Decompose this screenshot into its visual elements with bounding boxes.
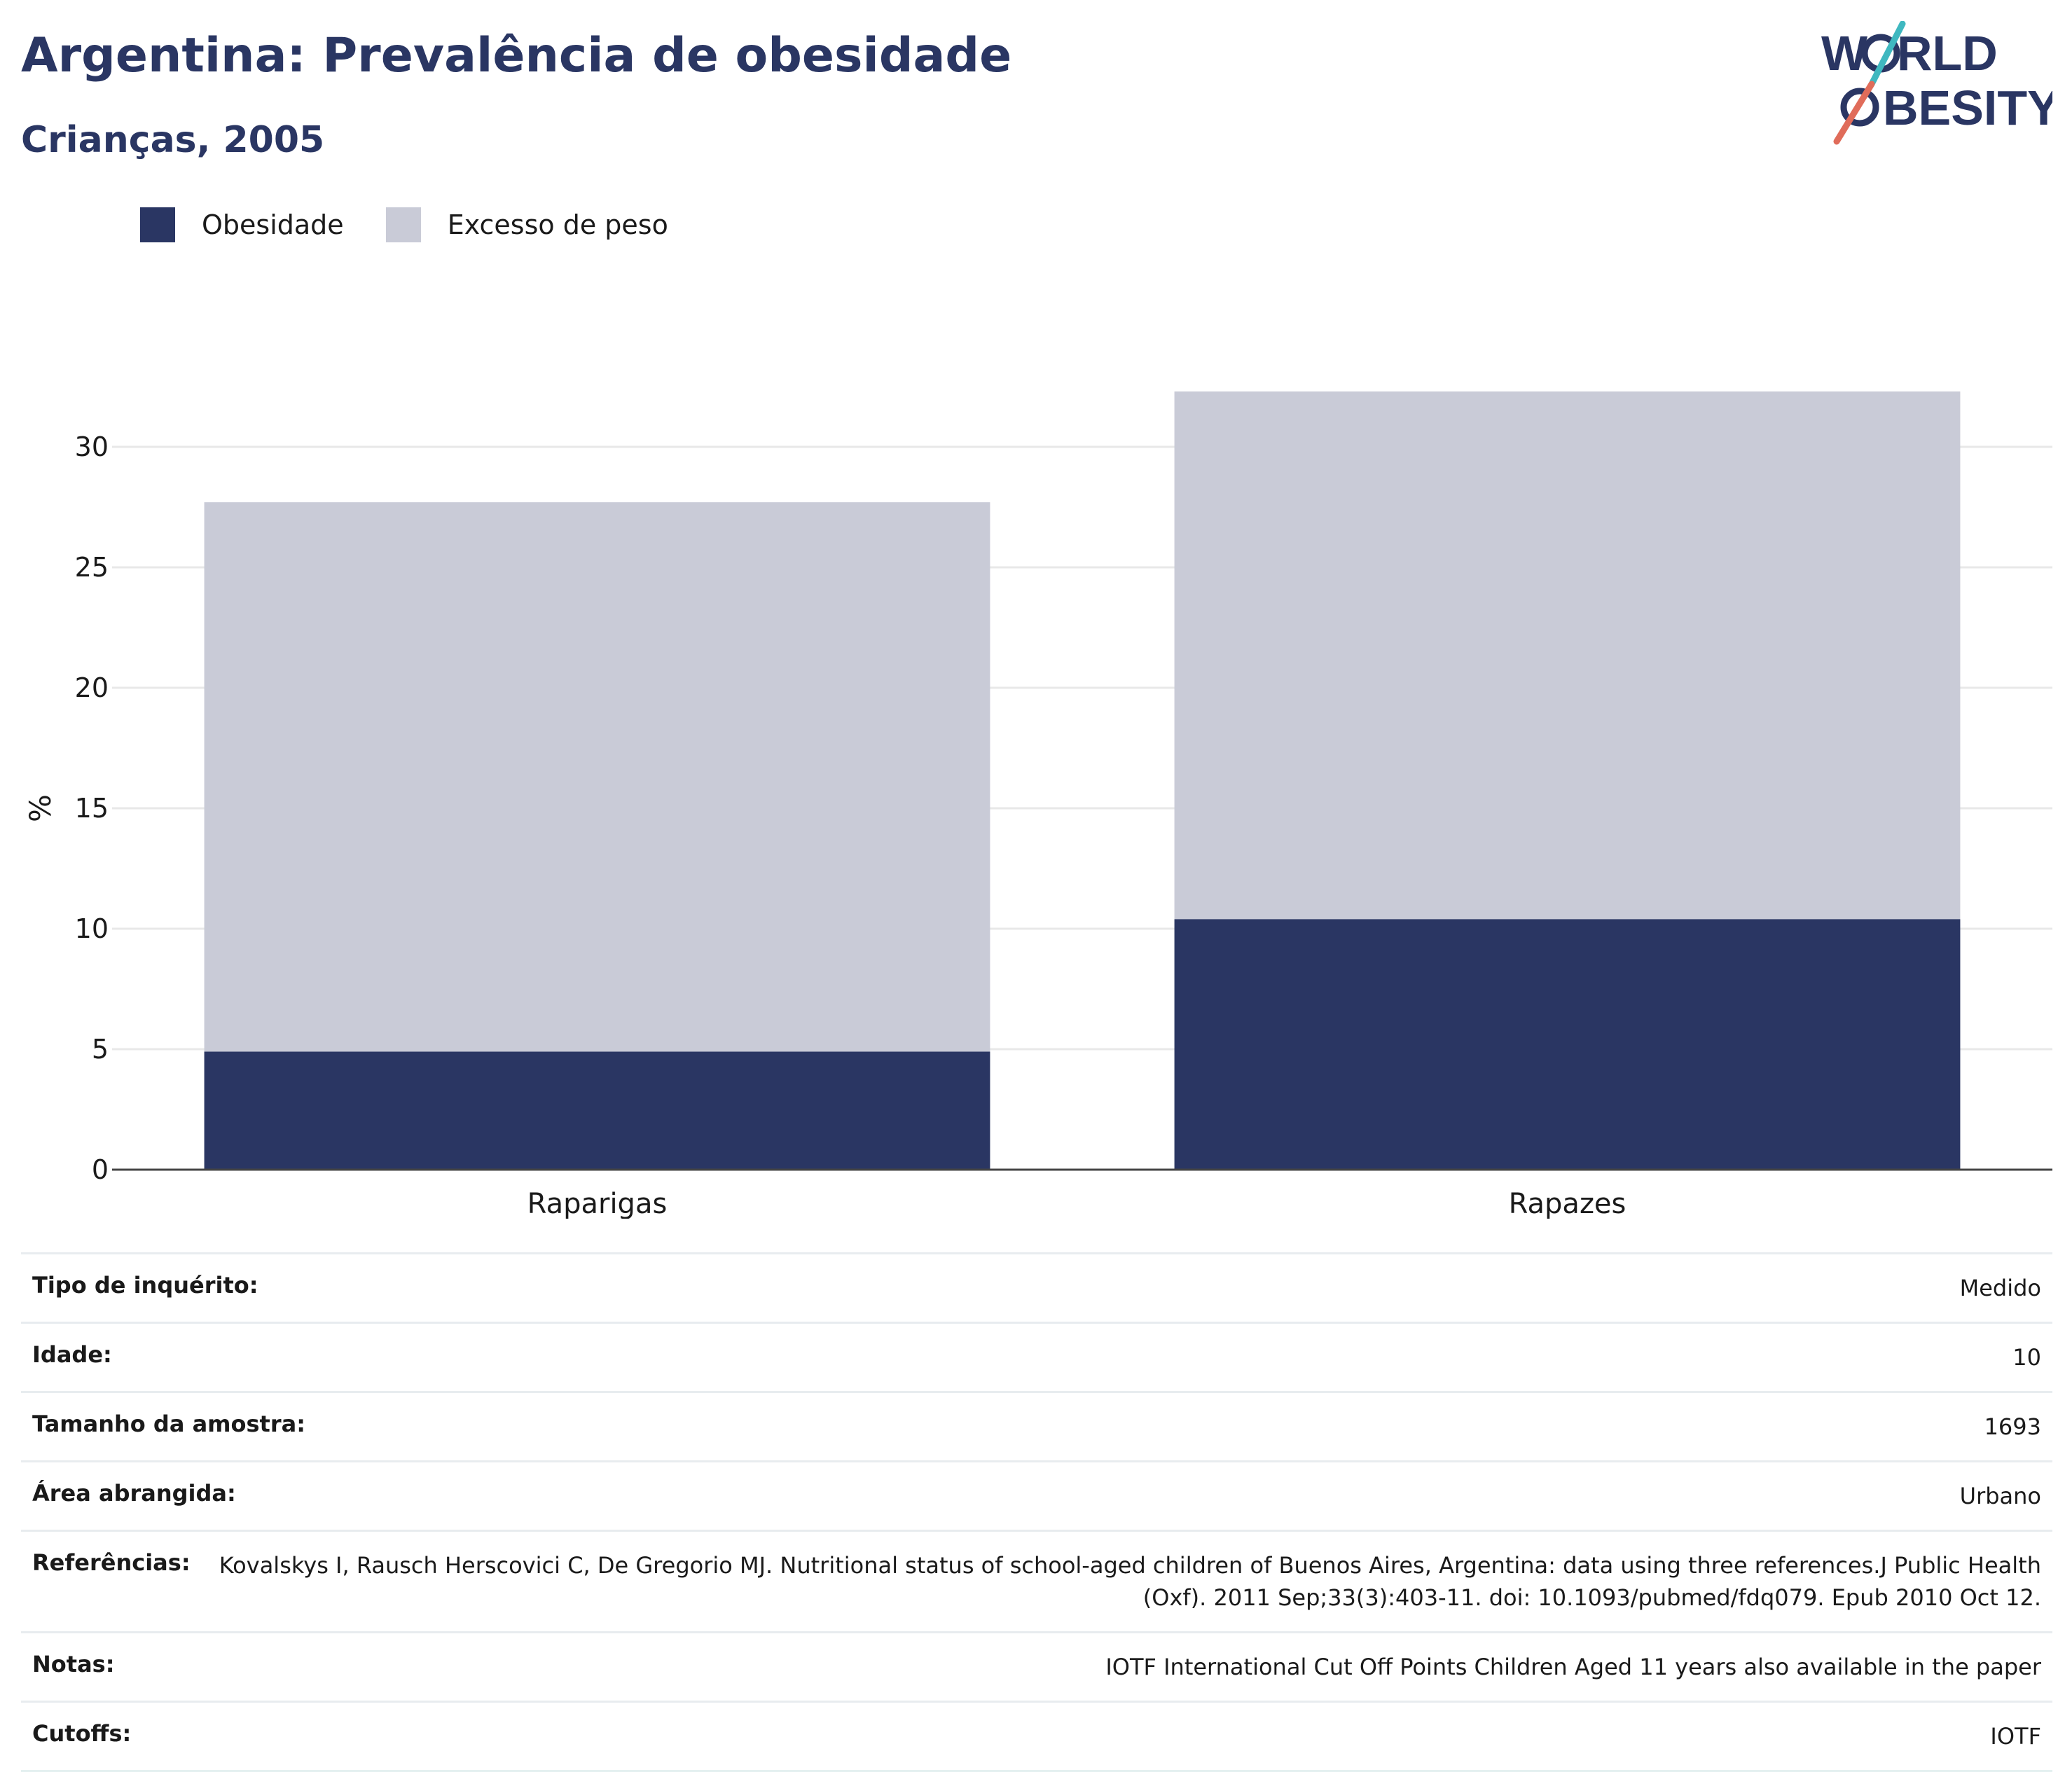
x-tick-label-raparigas: Raparigas xyxy=(527,1188,668,1219)
bar-rapazes-obesidade xyxy=(1174,919,1961,1170)
meta-row: Área abrangida: Urbano xyxy=(21,1460,2052,1530)
meta-key: Tamanho da amostra: xyxy=(32,1411,305,1437)
meta-row: Cutoffs: IOTF xyxy=(21,1701,2052,1772)
y-tick-label-5: 5 xyxy=(92,1034,109,1065)
logo-line2-rest: BESITY xyxy=(1883,81,2052,135)
meta-key: Área abrangida: xyxy=(32,1480,236,1507)
y-tick-label-20: 20 xyxy=(75,672,109,703)
logo-line1-rest: RLD xyxy=(1897,26,1998,81)
meta-value: Medido xyxy=(1959,1275,2041,1301)
x-tick-label-rapazes: Rapazes xyxy=(1509,1188,1626,1219)
meta-row: Referências: Kovalskys I, Rausch Herscovi… xyxy=(21,1530,2052,1631)
meta-key: Referências: xyxy=(32,1549,191,1576)
meta-row: Tipo de inquérito: Medido xyxy=(21,1252,2052,1322)
legend-swatch-excesso-de-peso xyxy=(385,207,421,242)
meta-value: Kovalskys I, Rausch Herscovici C, De Gre… xyxy=(219,1552,2041,1611)
meta-key: Idade: xyxy=(32,1341,112,1368)
legend-item-excesso-de-peso[interactable]: Excesso de peso xyxy=(385,207,668,242)
meta-row: Tamanho da amostra: 1693 xyxy=(21,1391,2052,1460)
logo-line1-w: W xyxy=(1821,26,1867,81)
legend-label-excesso-de-peso: Excesso de peso xyxy=(447,209,668,240)
meta-value: Urbano xyxy=(1959,1483,2041,1509)
meta-row: Notas: IOTF International Cut Off Points … xyxy=(21,1631,2052,1701)
legend-item-obesidade[interactable]: Obesidade xyxy=(140,207,344,242)
metadata-table: Tipo de inquérito: Medido Idade: 10 Tamanho … xyxy=(21,1252,2052,1772)
meta-value: IOTF xyxy=(1990,1723,2041,1750)
y-axis-label: % xyxy=(23,794,57,822)
world-obesity-logo: W RLD BESITY xyxy=(1821,21,2052,145)
meta-value: 10 xyxy=(2012,1344,2041,1371)
bar-rapazes-excesso-de-peso xyxy=(1174,391,1961,920)
y-tick-label-0: 0 xyxy=(92,1154,109,1185)
meta-value: IOTF International Cut Off Points Childr… xyxy=(1105,1654,2041,1680)
chart-legend: Obesidade Excesso de peso xyxy=(140,207,710,242)
meta-key: Cutoffs: xyxy=(32,1720,132,1747)
meta-row: Idade: 10 xyxy=(21,1322,2052,1391)
bar-raparigas-excesso-de-peso xyxy=(204,502,990,1052)
bar-raparigas-obesidade xyxy=(204,1051,990,1170)
y-tick-label-25: 25 xyxy=(75,552,109,583)
chart-subtitle: Crianças, 2005 xyxy=(21,119,325,161)
meta-key: Notas: xyxy=(32,1651,115,1677)
legend-swatch-obesidade xyxy=(140,207,175,242)
meta-key: Tipo de inquérito: xyxy=(32,1272,258,1299)
y-tick-label-30: 30 xyxy=(75,431,109,462)
chart-title: Argentina: Prevalência de obesidade xyxy=(21,28,1012,83)
y-tick-label-15: 15 xyxy=(75,793,109,824)
legend-label-obesidade: Obesidade xyxy=(202,209,344,240)
y-tick-label-10: 10 xyxy=(75,913,109,944)
bar-chart: 0 5 10 15 20 25 30% Raparigas Rapazes xyxy=(23,391,2052,1219)
meta-value: 1693 xyxy=(1984,1413,2041,1440)
